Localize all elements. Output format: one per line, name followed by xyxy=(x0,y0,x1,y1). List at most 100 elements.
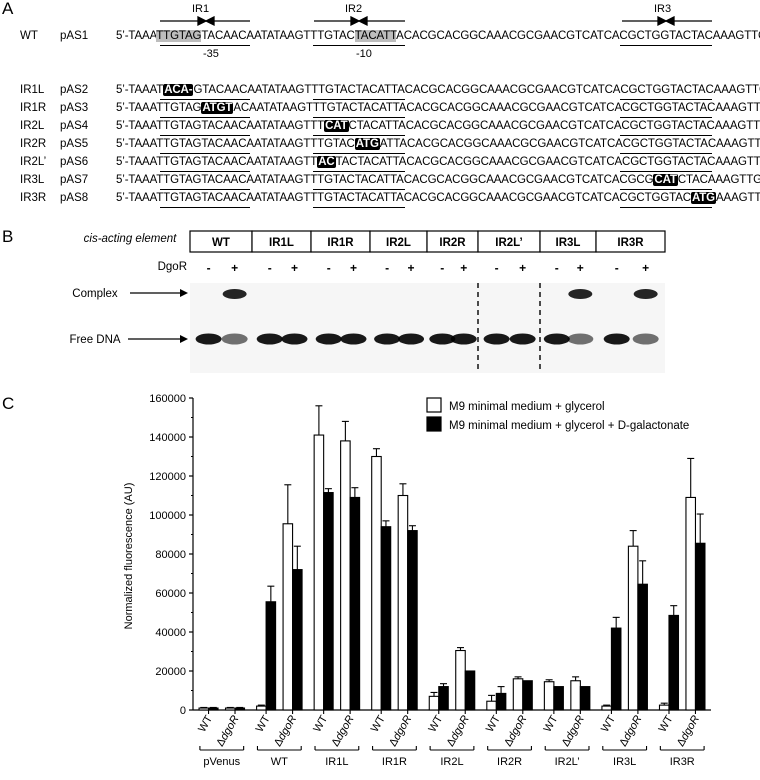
free-dna-band xyxy=(429,333,456,345)
ir-underline xyxy=(313,99,405,100)
strain-tick-label: ΔdgoR xyxy=(330,713,357,748)
bar xyxy=(601,705,612,711)
minus-dgor-label: - xyxy=(495,261,499,275)
gene-name: dgoR xyxy=(621,713,645,742)
plasmid-name: pAS8 xyxy=(60,192,89,204)
ir-underline xyxy=(313,189,405,190)
strain-tick-label: WT xyxy=(254,713,273,734)
bar xyxy=(685,496,697,711)
bar xyxy=(340,440,351,711)
y-tick-label: 120000 xyxy=(149,471,186,483)
y-tick-label: 140000 xyxy=(149,432,186,444)
bar xyxy=(455,649,466,711)
strain-tick-label: WT xyxy=(484,713,503,734)
strain-tick-label: WT xyxy=(426,713,445,734)
y-tick-label: 40000 xyxy=(155,627,186,639)
strain-tick-label: ΔdgoR xyxy=(560,713,587,748)
mutated-bases: ATGT xyxy=(201,102,234,114)
gene-name: dgoR xyxy=(679,713,703,742)
construct-name: IR3L xyxy=(20,174,45,186)
free-dna-band xyxy=(543,333,570,345)
strain-tick-label: ΔdgoR xyxy=(617,713,644,748)
bar xyxy=(265,601,277,711)
ir2-label: IR2 xyxy=(345,3,363,15)
plasmid-name: pAS2 xyxy=(60,84,89,96)
legend-swatch-glycerol xyxy=(426,397,442,413)
dgor-label: DgoR xyxy=(158,261,187,273)
minus-dgor-label: - xyxy=(207,261,211,275)
plasmid-name: pAS3 xyxy=(60,102,89,114)
construct-name: IR2L xyxy=(20,120,45,132)
bar xyxy=(323,492,334,711)
strain-tick-label: ΔdgoR xyxy=(675,713,702,748)
bar xyxy=(313,434,325,711)
dna-sequence: 5’-TAAATTGTAGTACAACAATATAAGTTTGTACTACATT… xyxy=(116,30,760,42)
bar xyxy=(553,686,564,711)
plus-dgor-label: + xyxy=(519,261,526,275)
lane-header-label: IR2R xyxy=(439,237,466,249)
sequence-segment: 5’-TAAATTGTAGTACAACAATATAAGTTT xyxy=(116,120,325,132)
plus-dgor-label: + xyxy=(231,261,238,275)
panel-b-gel: cis-acting element DgoR WT- +IR1L- +IR1R- +… xyxy=(69,230,666,373)
lane-header-label: WT xyxy=(212,237,230,249)
bar xyxy=(438,686,449,711)
group-label: IR3L xyxy=(613,756,636,768)
gene-name: dgoR xyxy=(391,713,415,742)
free-dna-band xyxy=(398,333,425,345)
dna-sequence: 5’-TAAATTGTAGTACAACAATATAAGTTTGTACATGATT… xyxy=(116,138,760,150)
plus-dgor-label: + xyxy=(291,261,298,275)
gene-name: dgoR xyxy=(276,713,300,742)
group-label: IR3R xyxy=(670,756,695,768)
free-dna-band xyxy=(483,333,510,345)
complex-label: Complex xyxy=(72,288,118,300)
panel-c-letter: C xyxy=(2,394,15,413)
construct-name: IR2L’ xyxy=(20,156,47,168)
ir3-label: IR3 xyxy=(654,3,672,15)
bar xyxy=(610,627,622,711)
complex-band xyxy=(633,289,658,299)
plus-dgor-label: + xyxy=(577,261,584,275)
lane-header-label: IR3L xyxy=(556,237,581,249)
group-label: WT xyxy=(271,756,288,768)
ir-underline xyxy=(620,135,712,136)
bar xyxy=(380,526,392,711)
strain-tick-label: WT xyxy=(311,713,330,734)
panel-c-bar-chart: Normalized fluorescence (AU) M9 minimal … xyxy=(123,393,711,768)
promoter-box: TACATT xyxy=(354,30,397,42)
free-dna-band xyxy=(509,333,536,345)
ir-underline xyxy=(620,171,712,172)
ir-underline xyxy=(160,153,250,154)
y-tick-label: 0 xyxy=(180,705,186,717)
bar xyxy=(234,707,246,711)
construct-name: IR1L xyxy=(20,84,45,96)
panel-b-letter: B xyxy=(2,227,14,246)
bar xyxy=(627,545,639,711)
dna-sequence: 5’-TAAATACA-GTACAACAATATAAGTTTGTACTACATT… xyxy=(116,84,760,96)
bar xyxy=(694,542,706,711)
y-tick-label: 20000 xyxy=(155,666,186,678)
ir-underline xyxy=(620,117,712,118)
cis-element-label: cis-acting element xyxy=(84,233,177,245)
y-tick-label: 160000 xyxy=(149,393,186,405)
bar xyxy=(407,530,418,711)
sequence-segment: CTACATTACACGCACGGCAAACGCGAACGTCATCACGCTG… xyxy=(348,120,760,132)
legend: M9 minimal medium + glycerol M9 minimal … xyxy=(426,397,689,432)
gel-image xyxy=(190,283,665,373)
bar xyxy=(207,707,219,711)
minus10-label: -10 xyxy=(356,48,372,60)
lane-header-label: IR2L’ xyxy=(495,237,522,249)
construct-name: IR1R xyxy=(20,102,47,114)
ir-underline xyxy=(313,171,405,172)
ir-underline xyxy=(313,135,405,136)
sequence-segment: 5’-TAAATTGTAG xyxy=(116,102,202,114)
dna-sequence: 5’-TAAATTGTAGTACAACAATATAAGTTTGTACTACATT… xyxy=(116,192,760,204)
free-dna-band xyxy=(567,333,594,345)
y-tick-label: 80000 xyxy=(155,549,186,561)
plasmid-name: pAS6 xyxy=(60,156,89,168)
gene-name: dgoR xyxy=(333,713,357,742)
bar xyxy=(256,705,267,711)
dna-sequence: 5’-TAAATTGTAGTACAACAATATAAGTTTGTACTACATT… xyxy=(116,174,760,186)
plasmid-name: pAS1 xyxy=(60,30,89,42)
bar xyxy=(349,496,361,711)
free-dna-band xyxy=(221,333,248,345)
